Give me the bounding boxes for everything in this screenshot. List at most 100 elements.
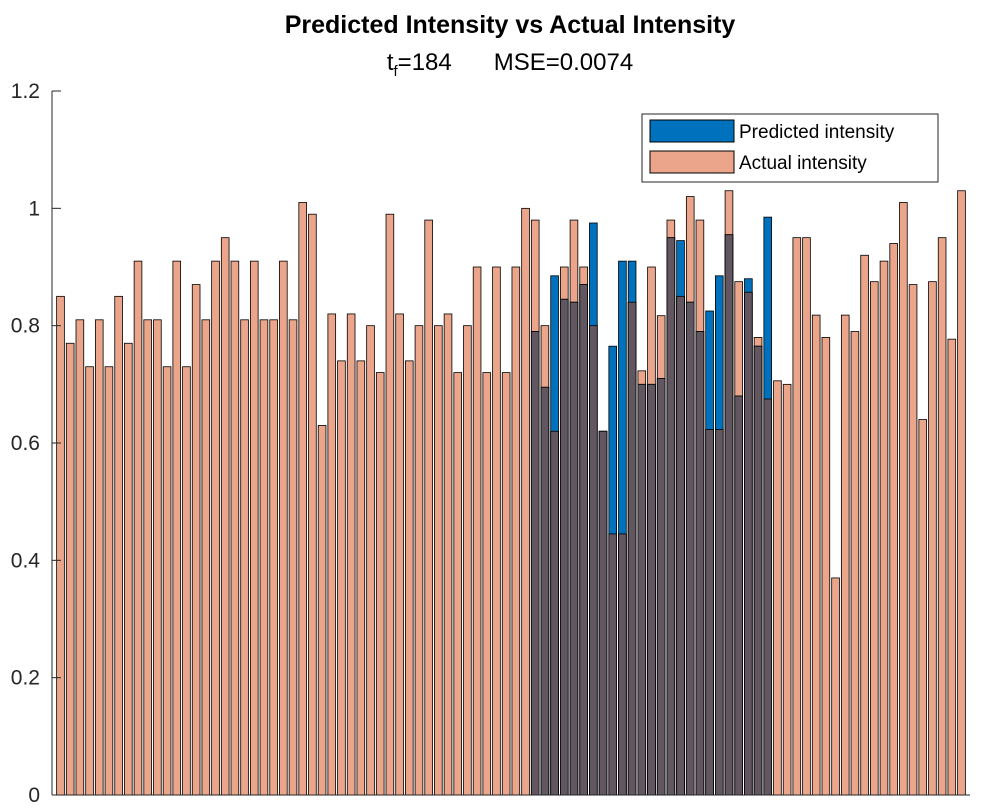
- actual-bar: [75, 319, 85, 796]
- actual-bar: [211, 260, 220, 796]
- legend-label-actual: Actual intensity: [739, 153, 867, 174]
- actual-bar: [889, 243, 898, 796]
- actual-bar: [511, 266, 521, 796]
- legend-swatch-actual: [649, 150, 735, 174]
- chart-subtitle: tf=184 MSE=0.0074: [387, 49, 633, 80]
- y-tick-label: 1: [28, 197, 40, 220]
- overlap-bar: [676, 295, 685, 796]
- actual-bar: [957, 190, 966, 796]
- actual-bar: [172, 260, 182, 796]
- overlap-bar: [685, 301, 695, 796]
- overlap-bar: [560, 298, 569, 796]
- actual-bar: [327, 313, 337, 796]
- actual-bar: [482, 372, 492, 796]
- actual-bar: [782, 383, 792, 796]
- overlap-bar: [647, 383, 656, 796]
- chart-title: Predicted Intensity vs Actual Intensity: [285, 11, 736, 39]
- overlap-bar: [744, 291, 753, 796]
- actual-bar: [947, 338, 957, 796]
- y-tick-label: 1.2: [11, 80, 40, 103]
- actual-bar: [317, 424, 327, 796]
- actual-bar: [269, 319, 278, 796]
- actual-bar: [395, 313, 404, 796]
- y-tick-label: 0.4: [11, 549, 41, 572]
- overlap-bar: [569, 301, 579, 796]
- overlap-bar: [656, 378, 666, 796]
- actual-bar: [840, 314, 850, 796]
- actual-bar: [65, 342, 75, 796]
- y-tick-label: 0: [28, 784, 40, 807]
- overlap-bar: [627, 301, 637, 796]
- overlap-bar: [753, 345, 763, 796]
- y-tick-label: 0.8: [11, 315, 40, 338]
- y-tick-label: 0.2: [11, 667, 40, 690]
- actual-bar: [249, 260, 259, 796]
- actual-bar: [337, 360, 346, 796]
- legend-label-predicted: Predicted intensity: [739, 122, 895, 143]
- actual-bar: [85, 366, 94, 796]
- actual-bar: [104, 366, 114, 796]
- actual-bar: [133, 260, 143, 796]
- actual-bar: [850, 331, 860, 796]
- actual-bar: [375, 372, 385, 796]
- actual-bar: [501, 372, 511, 796]
- overlap-bar: [598, 430, 608, 796]
- overlap-bar: [715, 429, 724, 796]
- overlap-bar: [608, 533, 618, 796]
- actual-bar: [201, 319, 211, 796]
- overlap-bars: [530, 234, 773, 796]
- overlap-bar: [763, 398, 773, 796]
- overlap-bar: [705, 429, 714, 796]
- actual-bar: [191, 284, 201, 796]
- axes: 0 0.2 0.4 0.6 0.8 1 1.2: [11, 80, 970, 807]
- actual-bar: [414, 325, 424, 796]
- actual-bar: [492, 266, 501, 796]
- actual-bar: [143, 319, 152, 796]
- actual-bar: [182, 366, 191, 796]
- actual-bar: [831, 577, 840, 796]
- actual-bar: [918, 419, 928, 796]
- actual-bar: [928, 281, 937, 796]
- actual-bar: [298, 202, 307, 796]
- overlap-bar: [637, 383, 647, 796]
- overlap-bar: [579, 284, 588, 796]
- actual-bar: [821, 336, 831, 796]
- actual-bar: [94, 319, 104, 796]
- actual-bar: [937, 237, 947, 796]
- overlap-bar: [666, 237, 676, 796]
- overlap-bar: [540, 386, 550, 796]
- actual-bar: [308, 213, 317, 796]
- overlap-bar: [530, 331, 540, 796]
- actual-bar: [870, 281, 879, 796]
- actual-bar: [346, 313, 356, 796]
- actual-bar: [259, 319, 269, 796]
- overlap-bar: [734, 395, 743, 796]
- actual-bar: [385, 213, 395, 796]
- subtitle-t-value: =184: [398, 49, 452, 76]
- actual-bar: [162, 366, 172, 796]
- actual-bar: [230, 260, 240, 796]
- actual-bar: [908, 284, 918, 796]
- actual-bar: [220, 237, 230, 796]
- subtitle-t-subscript: f: [394, 63, 399, 80]
- actual-bar: [240, 319, 249, 796]
- overlap-bar: [589, 325, 598, 796]
- actual-bar: [773, 380, 782, 796]
- actual-bar: [453, 372, 462, 796]
- actual-bar: [811, 314, 821, 796]
- actual-bar: [56, 295, 65, 796]
- actual-bars: [56, 190, 966, 796]
- actual-bar: [443, 313, 453, 796]
- actual-bar: [356, 360, 366, 796]
- actual-bar: [463, 325, 472, 796]
- actual-bar: [288, 319, 298, 796]
- overlap-bar: [618, 533, 627, 796]
- actual-bar: [153, 319, 162, 796]
- subtitle-mse: MSE=0.0074: [494, 49, 633, 76]
- overlap-bar: [695, 331, 705, 796]
- overlap-bar: [550, 430, 559, 796]
- actual-bar: [434, 325, 443, 796]
- y-tick-label: 0.6: [11, 432, 40, 455]
- legend: Predicted intensity Actual intensity: [641, 113, 939, 183]
